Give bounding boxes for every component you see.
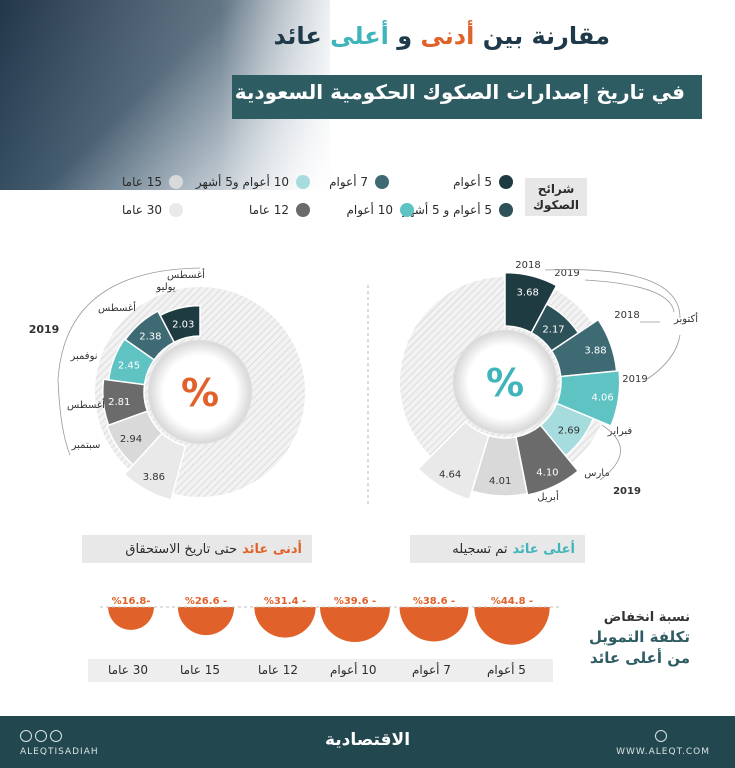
legend-item: 15 عاما [122, 175, 183, 189]
date-label: أكتوبر [673, 312, 698, 325]
slice-value: 4.06 [591, 392, 613, 403]
title-lowest: أدنى [420, 22, 475, 50]
date-label: 2018 [614, 310, 639, 321]
decline-value: %31.4 - [264, 596, 306, 607]
slice-value: 3.88 [584, 346, 606, 357]
slice-value: 2.81 [108, 397, 130, 408]
date-label: يوليو [155, 282, 175, 293]
tranche-label: 30 عاما [108, 663, 148, 677]
brand-logo: الاقتصادية [324, 730, 411, 750]
date-label: 2019 [554, 268, 579, 279]
legend-item: 7 أعوام [329, 175, 389, 189]
highest-yield-label: أعلى عائد تم تسجيله [410, 535, 585, 563]
pie-slice [107, 338, 156, 386]
decline-bar [474, 607, 550, 645]
decline-bar [108, 607, 154, 630]
slice-value: 2.38 [139, 331, 161, 342]
decline-title: نسبة انخفاض تكلفة التمويل من أعلى عائد [589, 610, 690, 667]
pie-slice [504, 271, 558, 334]
legend-item: 30 عاما [122, 203, 183, 217]
legend-item: 10 أعوام و5 أشهر [196, 175, 310, 189]
pie-slice [123, 432, 187, 501]
main-title: مقارنة بين أدنى و أعلى عائد [273, 22, 610, 50]
decline-value: %38.6 - [413, 596, 455, 607]
date-label: 2019 [622, 374, 647, 385]
date-label: أغسطس [67, 398, 105, 411]
slice-value: 3.86 [143, 472, 165, 483]
pie-slice [417, 420, 490, 501]
leader-lines [544, 269, 681, 381]
slice-value: 4.10 [536, 468, 558, 479]
percent-icon: % [486, 361, 524, 405]
leader-lines [599, 424, 621, 481]
year-label: 2019 [29, 323, 60, 336]
tranche-label: 12 عاما [258, 663, 298, 677]
legend-item: 5 أعوام [453, 175, 513, 189]
right-pie-chart: 3.68 2.17 3.88 4.06 2.69 4.10 4.01 4.64% 2018 201… [400, 260, 698, 503]
center-circle [147, 339, 253, 445]
slice-value: 4.01 [489, 476, 511, 487]
charts-svg: 3.68 2.17 3.88 4.06 2.69 4.10 4.01 4.64% 2018 201… [29, 260, 698, 645]
date-label: أبريل [537, 490, 559, 503]
pie-slice [515, 424, 580, 496]
slice-value: 4.64 [439, 470, 461, 481]
legend-tag: شرائح الصكوك [525, 178, 587, 216]
slice-value: 2.17 [542, 324, 564, 335]
lowest-yield-label: أدنى عائد حتى تاريخ الاستحقاق [82, 535, 312, 563]
twitter-icon[interactable] [50, 730, 62, 742]
slice-value: 2.94 [120, 434, 142, 445]
date-label: 2018 [515, 260, 540, 271]
decline-value: %39.6 - [334, 596, 376, 607]
social-handle[interactable]: ALEQTISADIAH [20, 747, 99, 757]
decline-bar [320, 607, 390, 642]
date-label: فبراير [607, 426, 633, 437]
date-label: أغسطس [98, 301, 136, 314]
tranche-label: 15 عاما [180, 663, 220, 677]
subtitle-bar [232, 75, 702, 119]
date-label: 2019 [613, 486, 641, 497]
tranche-axis-bar [88, 659, 553, 682]
pie-slice [555, 369, 621, 427]
legend-item: 12 عاما [249, 203, 310, 217]
slice-value: 2.03 [172, 320, 194, 331]
facebook-icon[interactable] [35, 730, 47, 742]
date-label: سبتمبر [71, 440, 101, 451]
subtitle: في تاريخ إصدارات الصكوك الحكومية السعودي… [234, 80, 685, 104]
website-link[interactable]: WWW.ALEQT.COM [616, 747, 710, 757]
date-label: مارس [584, 468, 609, 479]
globe-icon[interactable] [655, 730, 667, 742]
tranche-label: 7 أعوام [412, 663, 451, 677]
instagram-icon[interactable] [20, 730, 32, 742]
decline-bar-chart: %44.8 - %38.6 - %39.6 - %31.4 - %26.6 - %16.8… [100, 596, 560, 645]
slice-value: 2.45 [118, 360, 140, 371]
slice-value: 2.69 [558, 425, 580, 436]
legend-item: 10 أعوام [346, 203, 414, 217]
footer: الاقتصادية WWW.ALEQT.COM ALEQTISADIAH [0, 716, 735, 768]
pie-slice [102, 378, 149, 427]
decline-bar [177, 607, 235, 636]
left-pie-chart: 2.032.382.452.812.943.86%أغسطسيوليوأغسطس… [29, 267, 305, 501]
date-label: نوفمبر [69, 351, 97, 362]
center-circle [452, 329, 558, 435]
tranche-label: 5 أعوام [487, 663, 526, 677]
date-label: أغسطس [167, 268, 205, 281]
leader-lines [57, 267, 201, 456]
decline-bar [254, 607, 316, 638]
title-highest: أعلى [330, 22, 389, 50]
decline-value: %44.8 - [491, 596, 533, 607]
decline-value: %26.6 - [185, 596, 227, 607]
decline-value: %16.8- [112, 596, 151, 607]
decline-bar [399, 607, 469, 642]
pie-slice [105, 410, 164, 467]
percent-icon: % [181, 371, 219, 415]
slice-value: 3.68 [517, 287, 539, 298]
tranche-label: 10 أعوام [330, 663, 377, 677]
